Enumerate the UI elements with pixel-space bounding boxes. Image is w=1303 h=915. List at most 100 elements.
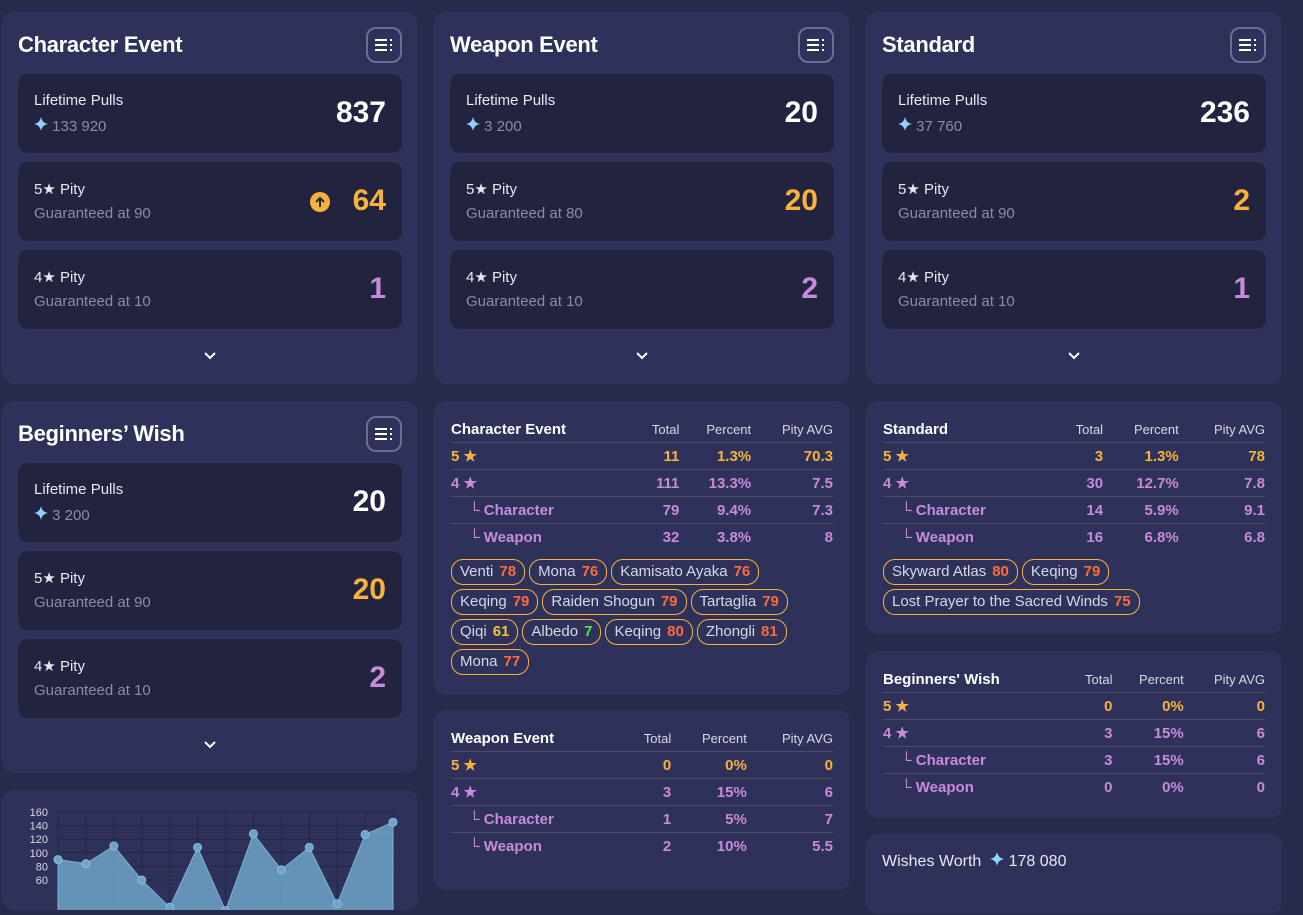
y-tick-label: 80 [36,861,48,873]
banner-card: Weapon Event Lifetime Pulls 3 200 20 5★ P… [434,12,850,384]
pity-count: 79 [1083,562,1101,580]
pull-tag[interactable]: Mona 76 [529,558,608,585]
item-name: Keqing [460,592,507,610]
primogem-icon [898,117,912,135]
pull-tag[interactable]: Skyward Atlas 80 [883,558,1018,585]
data-point[interactable] [193,842,203,852]
five-star-pity: 5★ Pity Guaranteed at 90 2 [882,162,1266,241]
menu-button[interactable] [1230,27,1266,63]
data-point[interactable] [53,855,63,865]
y-tick-label: 60 [36,875,48,887]
pull-tag[interactable]: Kamisato Ayaka 76 [611,558,760,585]
column-header: Pity AVG [746,726,833,752]
pull-tag[interactable]: Lost Prayer to the Sacred Winds 75 [883,588,1140,615]
lifetime-value: 20 [352,485,386,518]
percent-cell: 9.4% [679,496,752,524]
expand-chevron-icon[interactable] [202,348,218,366]
table-title: Character Event [451,417,636,443]
table-row: └ Weapon 32 3.8% 8 [451,524,833,551]
primogem-icon [466,117,480,135]
four-star-pity: 4★ Pity Guaranteed at 10 1 [18,250,402,329]
data-point[interactable] [388,817,398,827]
data-point[interactable] [81,859,91,869]
pity-count: 79 [512,592,530,610]
pity-avg-cell: 6 [746,778,833,806]
pity-avg-cell: 7.3 [751,496,833,524]
total-cell: 3 [624,778,672,806]
wishes-worth-value: 178 080 [1008,853,1067,870]
total-cell: 32 [662,528,680,546]
pity-count: 75 [1113,592,1131,610]
pull-tag[interactable]: Albedo 7 [522,618,602,645]
data-point[interactable] [248,829,258,839]
stats-table-card: Character Event Total Percent Pity AVG 5 ★ 11… [434,401,850,695]
data-point[interactable] [165,902,175,912]
four-pity-label: 4★ Pity [466,269,517,286]
pull-tag[interactable]: Keqing 80 [605,618,693,645]
five-pity-value: 20 [784,184,818,217]
pity-count: 79 [660,592,678,610]
menu-button[interactable] [366,416,402,452]
pity-avg-cell: 6.8 [1244,528,1265,546]
pull-tag[interactable]: Venti 78 [451,558,526,585]
data-point[interactable] [332,899,342,909]
percent-cell: 0% [1112,692,1184,720]
expand-chevron-icon[interactable] [1066,348,1082,366]
column-header: Pity AVG [1178,417,1265,443]
table-row: 5 ★ 3 1.3% 78 [883,442,1265,470]
item-name: Qiqi [460,622,487,640]
row-label: └ Character [883,746,1069,774]
four-star-pity: 4★ Pity Guaranteed at 10 2 [450,250,834,329]
percent-cell: 5% [671,805,747,833]
data-point[interactable] [360,829,370,839]
total-cell: 3 [1068,746,1113,774]
item-name: Keqing [614,622,662,640]
data-point[interactable] [109,841,119,851]
percent-cell: 15% [1112,746,1184,774]
pity-count: 76 [581,562,599,580]
expand-chevron-icon[interactable] [634,348,650,366]
pull-tag[interactable]: Qiqi 61 [451,618,519,645]
data-point[interactable] [304,842,314,852]
lifetime-label: Lifetime Pulls [898,92,988,109]
four-pity-value: 2 [369,661,386,694]
four-pity-label: 4★ Pity [34,658,85,675]
row-label: 4 ★ [883,719,1069,747]
four-pity-guarantee: Guaranteed at 10 [898,293,1015,310]
pull-tag[interactable]: Tartaglia 79 [690,588,788,615]
pity-count: 81 [761,622,778,640]
expand-chevron-icon[interactable] [202,737,218,755]
primogem-icon [990,852,1005,870]
banner-card: Standard Lifetime Pulls 37 760 236 5★ Pit… [866,12,1282,384]
pull-tag[interactable]: Zhongli 81 [696,618,787,645]
data-point[interactable] [137,875,147,885]
item-name: Albedo [531,622,579,640]
pull-tag[interactable]: Raiden Shogun 79 [542,588,687,615]
stats-table: Beginners' Wish Total Percent Pity AVG 5 ★ 0 0… [883,667,1265,801]
column-header: Total [635,417,680,443]
table-row: 4 ★ 30 12.7% 7.8 [883,469,1265,497]
column-header: Pity AVG [1183,667,1265,693]
total-cell: 0 [624,751,672,779]
percent-cell: 3.8% [716,528,752,546]
pull-tag[interactable]: Keqing 79 [451,588,539,615]
item-name: Tartaglia [699,592,757,610]
pull-tag[interactable]: Keqing 79 [1021,558,1110,585]
pull-tag[interactable]: Mona 77 [451,648,530,675]
row-label: 5 ★ [451,751,625,779]
row-label: 5 ★ [883,442,1057,470]
pity-avg-cell: 7.8 [1178,469,1265,497]
row-label: └ Weapon [901,778,974,796]
table-title: Standard [883,417,1057,443]
total-cell: 3 [1056,442,1104,470]
data-point[interactable] [221,906,230,915]
menu-button[interactable] [798,27,834,63]
banner-title: Standard [882,32,975,57]
data-point[interactable] [276,865,286,875]
menu-button[interactable] [366,27,402,63]
item-name: Mona [538,562,576,580]
primogem-amount: 3 200 [466,117,522,135]
y-tick-label: 140 [30,821,48,833]
column-header: Percent [1112,667,1184,693]
column-header: Total [624,726,672,752]
